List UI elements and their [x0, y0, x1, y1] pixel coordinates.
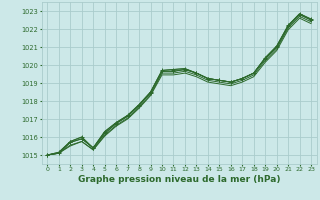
X-axis label: Graphe pression niveau de la mer (hPa): Graphe pression niveau de la mer (hPa)	[78, 175, 280, 184]
